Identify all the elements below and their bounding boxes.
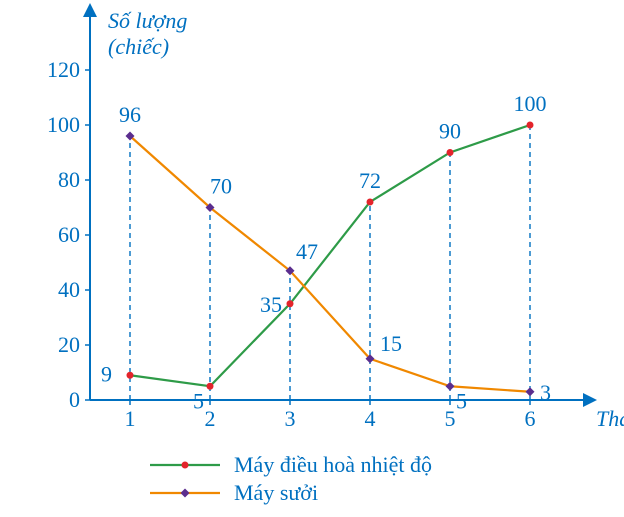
data-point (446, 382, 455, 391)
value-label: 70 (210, 174, 232, 199)
x-tick-label: 2 (205, 406, 216, 431)
data-point (447, 149, 454, 156)
y-tick-label: 20 (58, 332, 80, 357)
data-point (526, 387, 535, 396)
series-line-s1 (130, 125, 530, 386)
value-label: 35 (260, 292, 282, 317)
x-tick-label: 4 (365, 406, 376, 431)
x-tick-label: 6 (525, 406, 536, 431)
data-point (287, 300, 294, 307)
y-axis-label-unit: (chiếc) (108, 34, 169, 59)
y-tick-label: 40 (58, 277, 80, 302)
value-label: 100 (514, 91, 547, 116)
x-tick-label: 5 (445, 406, 456, 431)
value-label: 9 (101, 361, 112, 386)
data-point (207, 383, 214, 390)
data-point (127, 372, 134, 379)
y-tick-label: 120 (47, 57, 80, 82)
y-tick-label: 80 (58, 167, 80, 192)
legend-marker (181, 489, 190, 498)
value-label: 5 (456, 388, 467, 413)
x-tick-label: 3 (285, 406, 296, 431)
legend-label: Máy điều hoà nhiệt độ (234, 452, 432, 477)
y-tick-label: 100 (47, 112, 80, 137)
line-chart: 0 20 40 60 80 100 120 1 2 3 4 5 6 Số lượng(chiếc) Thán… (0, 0, 624, 517)
value-label: 96 (119, 102, 141, 127)
data-point (367, 199, 374, 206)
legend-marker (182, 462, 189, 469)
value-label: 5 (193, 388, 204, 413)
legend-label: Máy sưởi (234, 480, 318, 505)
value-label: 72 (359, 168, 381, 193)
value-label: 3 (540, 380, 551, 405)
x-axis-label: Tháng (596, 406, 624, 431)
y-axis-label: Số lượng (108, 8, 187, 33)
value-label: 90 (439, 119, 461, 144)
value-label: 15 (380, 331, 402, 356)
data-point (527, 122, 534, 129)
value-label: 47 (296, 239, 318, 264)
series-line-s2 (130, 136, 530, 392)
y-tick-label: 60 (58, 222, 80, 247)
x-tick-label: 1 (125, 406, 136, 431)
y-tick-label: 0 (69, 387, 80, 412)
